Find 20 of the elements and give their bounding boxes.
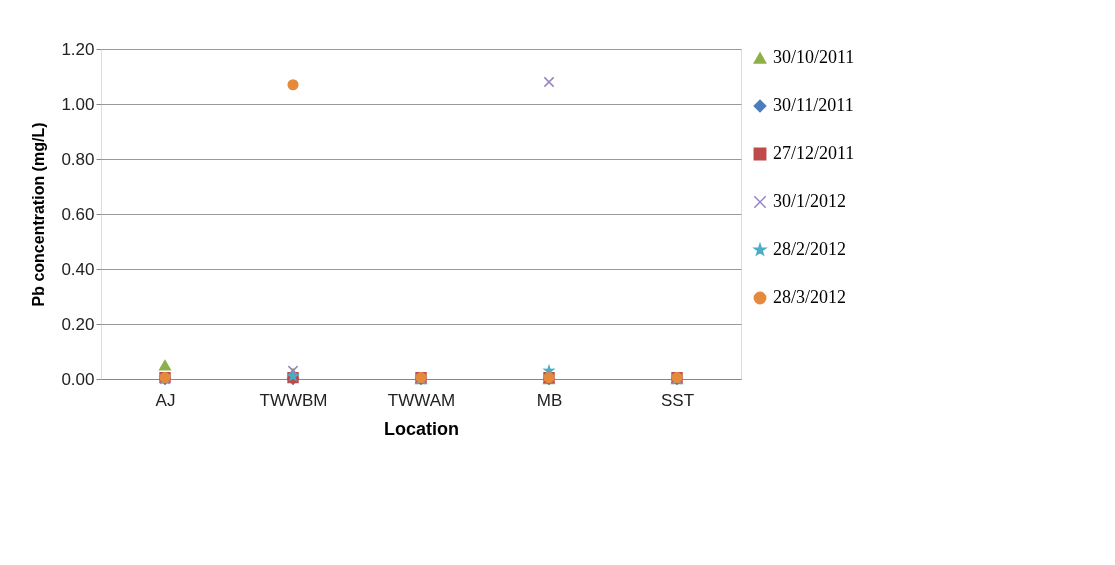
legend-label: 27/12/2011 bbox=[773, 143, 855, 163]
x-tick-label: TWWBM bbox=[259, 390, 328, 410]
y-tick-label: 0.00 bbox=[61, 369, 95, 389]
legend-label: 28/3/2012 bbox=[773, 287, 847, 307]
legend-label: 30/1/2012 bbox=[773, 191, 847, 211]
x-axis-title: Location bbox=[384, 418, 459, 439]
x-tick-label: MB bbox=[536, 390, 563, 410]
y-tick-label: 0.20 bbox=[61, 314, 95, 334]
y-tick-label: 0.80 bbox=[61, 149, 95, 169]
x-tick-label: AJ bbox=[155, 390, 176, 410]
y-axis-title: Pb concentration (mg/L) bbox=[30, 122, 48, 307]
x-tick-label: SST bbox=[660, 390, 695, 410]
y-tick-label: 0.40 bbox=[61, 259, 95, 279]
y-tick-label: 0.60 bbox=[61, 204, 95, 224]
legend-label: 30/11/2011 bbox=[773, 95, 854, 115]
x-tick-label: TWWAM bbox=[387, 390, 456, 410]
legend-label: 30/10/2011 bbox=[773, 47, 855, 67]
y-tick-label: 1.00 bbox=[61, 94, 95, 114]
legend-label: 28/2/2012 bbox=[773, 239, 847, 259]
y-tick-label: 1.20 bbox=[61, 39, 95, 59]
